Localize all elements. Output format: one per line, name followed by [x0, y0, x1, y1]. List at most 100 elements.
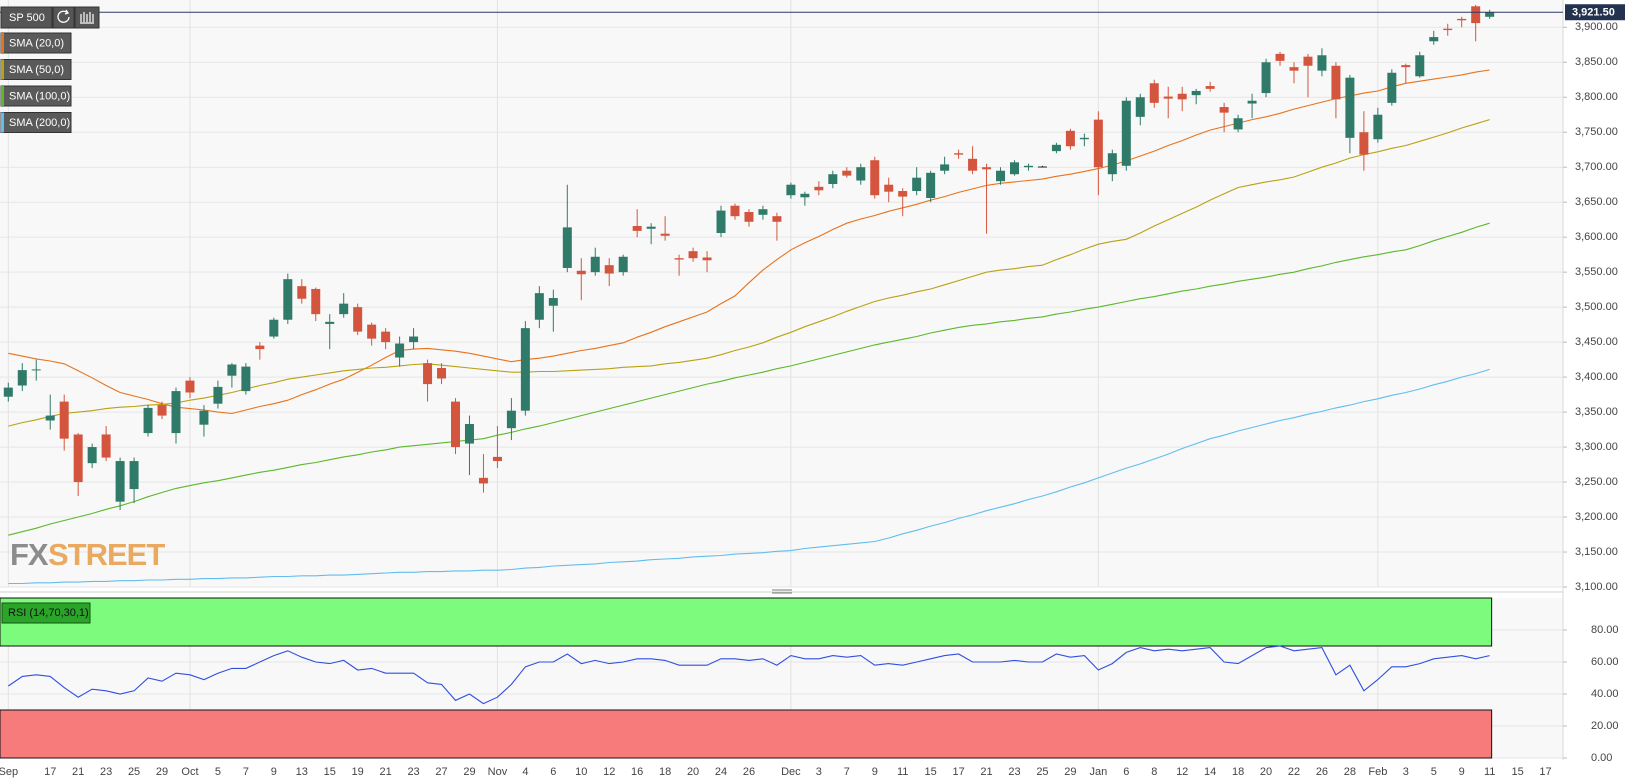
candle-body	[45, 415, 55, 421]
resize-handle[interactable]	[772, 589, 792, 594]
candle-body	[1415, 55, 1425, 77]
candle-body	[506, 410, 516, 429]
candle-body	[269, 319, 279, 337]
candle-body	[786, 184, 796, 196]
candle-body	[1289, 67, 1299, 71]
x-tick-label: Oct	[181, 766, 198, 778]
candle-body	[409, 336, 419, 343]
x-tick-label: 23	[407, 766, 419, 778]
x-tick-label: 28	[1344, 766, 1356, 778]
x-tick-label: Sep	[0, 766, 18, 778]
candle-body	[758, 209, 768, 215]
x-tick-label: 26	[743, 766, 755, 778]
x-tick-label: 18	[659, 766, 671, 778]
y-tick-label: 3,650.00	[1575, 196, 1618, 208]
sma-legend-swatch	[1, 33, 4, 53]
candle-body	[283, 279, 293, 320]
y-tick-label: 3,750.00	[1575, 126, 1618, 138]
candle-body	[395, 343, 405, 358]
y-tick-label: 3,600.00	[1575, 231, 1618, 243]
candle-body	[241, 366, 251, 392]
x-tick-label: 25	[1036, 766, 1048, 778]
candle-body	[744, 211, 754, 222]
refresh-button[interactable]	[52, 6, 75, 29]
candle-body	[1317, 55, 1327, 71]
x-tick-label: Nov	[488, 766, 508, 778]
y-tick-label: 3,350.00	[1575, 406, 1618, 418]
marks	[0, 4, 1563, 759]
indicator-button[interactable]	[74, 6, 100, 29]
candle-body	[1037, 166, 1047, 168]
x-tick-label: 19	[352, 766, 364, 778]
candle-body	[115, 461, 125, 502]
candle-body	[884, 184, 894, 192]
candle-body	[1065, 130, 1075, 147]
candle-body	[1401, 65, 1411, 68]
ui-overlay: FX STREET SP 500 RSI (14,70,30,1) 3,100.…	[0, 4, 1625, 778]
candle-body	[548, 298, 558, 306]
candle-body	[716, 210, 726, 233]
sma-line	[8, 119, 1490, 427]
candle-body	[171, 391, 181, 434]
candle-body	[520, 328, 530, 411]
candle-body	[311, 288, 321, 315]
candle-body	[17, 370, 27, 386]
x-tick-label: 29	[463, 766, 475, 778]
candle-body	[339, 303, 349, 315]
candle-body	[604, 265, 614, 274]
x-tick-label: 7	[844, 766, 850, 778]
candle-body	[1443, 28, 1453, 31]
candle-body	[1107, 153, 1117, 175]
x-tick-label: 14	[1204, 766, 1216, 778]
sma-legend-label: SMA (20,0)	[9, 37, 64, 49]
x-tick-label: 18	[1232, 766, 1244, 778]
x-tick-label: 21	[980, 766, 992, 778]
candle-body	[255, 345, 265, 350]
x-tick-label: 21	[72, 766, 84, 778]
symbol-label: SP 500	[9, 12, 45, 24]
x-tick-label: 24	[715, 766, 727, 778]
candle-body	[954, 153, 964, 155]
x-tick-label: 10	[575, 766, 587, 778]
candle-body	[73, 434, 83, 483]
candle-body	[185, 380, 195, 393]
candle-body	[381, 331, 391, 343]
candle-body	[1093, 119, 1103, 168]
x-tick-label: 17	[44, 766, 56, 778]
y-tick-label: 3,800.00	[1575, 91, 1618, 103]
symbol-box	[0, 6, 53, 29]
candle-body	[1010, 162, 1019, 175]
candle-body	[576, 270, 586, 275]
x-tick-label: 12	[1176, 766, 1188, 778]
x-tick-label: 29	[156, 766, 168, 778]
candle-body	[1135, 97, 1145, 117]
x-tick-label: 20	[687, 766, 699, 778]
x-tick-label: 5	[215, 766, 221, 778]
rsi-legend: RSI (14,70,30,1)	[8, 607, 89, 619]
candle-body	[856, 167, 866, 181]
x-tick-label: 7	[243, 766, 249, 778]
y-tick-label: 3,300.00	[1575, 441, 1618, 453]
x-tick-label: 23	[100, 766, 112, 778]
candle-body	[1247, 100, 1257, 104]
candle-body	[492, 456, 502, 462]
x-tick-label: 17	[952, 766, 964, 778]
candle-body	[1373, 114, 1383, 140]
candle-body	[1079, 137, 1089, 140]
rsi-legend-box	[1, 602, 91, 624]
candle-body	[940, 164, 950, 171]
candle-body	[1303, 56, 1313, 66]
candle-body	[325, 321, 335, 324]
y-tick-label: 3,450.00	[1575, 336, 1618, 348]
x-tick-label: 4	[522, 766, 528, 778]
candle-body	[1121, 100, 1131, 166]
sma-legend-label: SMA (50,0)	[9, 64, 64, 76]
x-tick-label: 6	[550, 766, 556, 778]
sma-line	[8, 222, 1490, 536]
sma-legend-label: SMA (100,0)	[9, 90, 70, 102]
x-tick-label: Feb	[1368, 766, 1387, 778]
x-tick-label: Dec	[781, 766, 801, 778]
candle-body	[674, 258, 684, 260]
candle-body	[1233, 118, 1243, 130]
candle-body	[423, 363, 433, 385]
